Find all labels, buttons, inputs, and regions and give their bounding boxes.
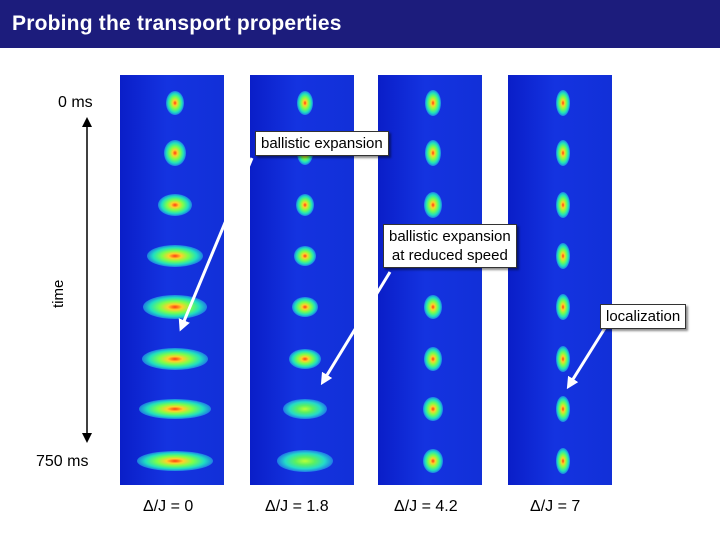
atom-cloud [147, 245, 203, 267]
atom-cloud [556, 294, 570, 320]
atom-cloud [297, 91, 313, 115]
atom-cloud [424, 192, 442, 218]
atom-cloud [277, 450, 333, 472]
title-bar: Probing the transport properties [0, 0, 720, 48]
atom-cloud [296, 194, 314, 216]
time-start-label: 0 ms [58, 94, 93, 111]
atom-cloud [164, 140, 186, 166]
panel-label-1: Δ/J = 1.8 [265, 498, 329, 515]
atom-cloud [423, 397, 443, 421]
time-end-label: 750 ms [36, 453, 89, 470]
atom-cloud [166, 91, 184, 115]
atom-cloud [423, 449, 443, 473]
panel-label-2: Δ/J = 4.2 [394, 498, 458, 515]
atom-cloud [424, 295, 442, 319]
panel-label-0: Δ/J = 0 [143, 498, 194, 515]
atom-cloud [556, 140, 570, 166]
image-panel-delta-0 [120, 75, 224, 485]
atom-cloud [556, 90, 570, 116]
atom-cloud [556, 192, 570, 218]
image-panel-delta-7 [508, 75, 612, 485]
atom-cloud [556, 448, 570, 474]
ballistic-pointer [178, 157, 254, 332]
atom-cloud [556, 243, 570, 269]
atom-cloud [556, 346, 570, 372]
localization-text: localization [606, 308, 681, 325]
localization-pointer [566, 327, 607, 390]
atom-cloud [292, 297, 318, 317]
atom-cloud [556, 396, 570, 422]
reduced-speed-line-1: ballistic expansion [389, 228, 511, 245]
slide-title: Probing the transport properties [12, 12, 342, 35]
atom-cloud [283, 399, 327, 419]
atom-cloud [158, 194, 192, 216]
panel-label-3: Δ/J = 7 [530, 498, 581, 515]
atom-cloud [139, 399, 211, 419]
atom-cloud [425, 140, 441, 166]
reduced-speed-pointer [320, 271, 392, 386]
atom-cloud [142, 348, 208, 370]
atom-cloud [424, 347, 442, 371]
localization-callout: localization [600, 304, 687, 329]
atom-cloud [294, 246, 316, 266]
reduced-speed-line-2: at reduced speed [391, 247, 508, 264]
atom-cloud [143, 295, 207, 319]
atom-cloud [289, 349, 321, 369]
ballistic-expansion-callout: ballistic expansion [255, 131, 389, 156]
ballistic-expansion-text: ballistic expansion [261, 135, 383, 152]
reduced-speed-callout: ballistic expansion at reduced speed [383, 224, 517, 268]
atom-cloud [137, 451, 213, 471]
atom-cloud [425, 90, 441, 116]
